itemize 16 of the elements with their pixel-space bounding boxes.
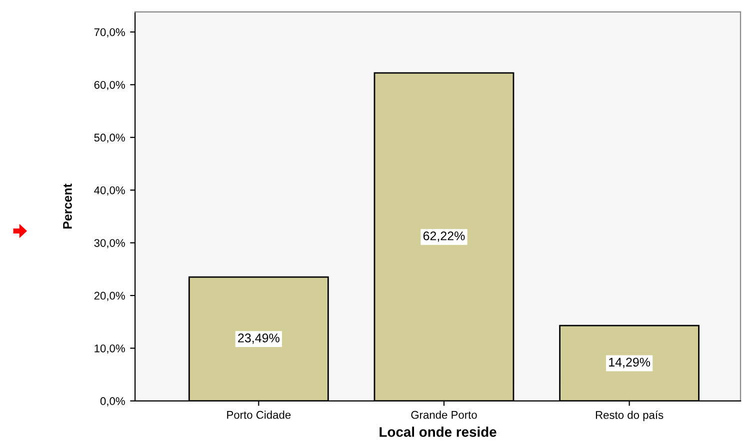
y-tick-label: 70,0% — [94, 28, 125, 38]
y-tick-label: 50,0% — [94, 134, 125, 143]
y-tick-label: 30,0% — [94, 239, 125, 248]
y-tick-label: 60,0% — [94, 80, 125, 90]
x-tick-label: Grande Porto — [411, 410, 477, 419]
x-tick-label: Resto do país — [596, 410, 664, 422]
y-tick-label: 40,0% — [94, 186, 125, 196]
data-label: 62,22% — [423, 231, 465, 242]
y-axis-title: Percent — [63, 184, 72, 229]
y-tick-label: 20,0% — [94, 292, 125, 301]
y-tick-label: 10,0% — [94, 344, 125, 354]
data-label: 14,29% — [609, 358, 650, 368]
x-tick-label: Porto Cidade — [227, 410, 291, 419]
x-axis-title: Local onde reside — [380, 426, 496, 437]
y-tick-label: 0,0% — [100, 397, 125, 406]
data-label: 23,49% — [238, 334, 280, 344]
